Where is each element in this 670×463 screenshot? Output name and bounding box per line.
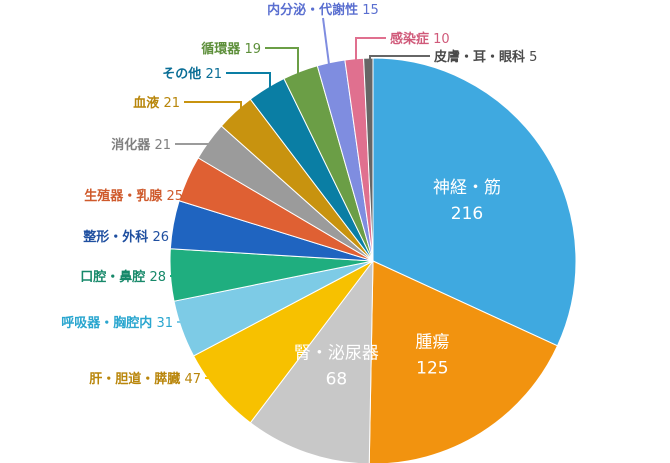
- slice-label: 呼吸器・胸腔内 31: [61, 315, 173, 331]
- slice-label: 皮膚・耳・眼科 5: [433, 49, 537, 65]
- pie-slices: [169, 57, 577, 463]
- slice-label: 血液 21: [133, 95, 180, 111]
- slice-label: その他 21: [162, 66, 222, 82]
- slice-labels: 神経・筋 216 腫瘍 125 腎・泌尿器 68 肝・胆道・膵臓 47 呼吸器・胸腔内 31 口…: [61, 2, 537, 390]
- pie-slice: [372, 57, 577, 347]
- leader-line: [322, 17, 331, 73]
- slice-label: 生殖器・乳腺 25: [84, 188, 183, 204]
- slice-label: 感染症 10: [390, 31, 450, 47]
- slice-label-name: 腫瘍: [415, 333, 449, 353]
- pie-slice: [363, 57, 374, 262]
- pie-slice: [368, 260, 559, 463]
- leader-line: [184, 101, 242, 122]
- slice-label: 循環器 19: [201, 41, 261, 57]
- slice-label-value: 68: [326, 370, 348, 390]
- slice-label-value: 216: [451, 204, 483, 224]
- leader-lines: [170, 17, 430, 379]
- slice-label: 整形・外科 26: [82, 229, 169, 245]
- leader-line: [265, 47, 299, 78]
- leader-line: [355, 37, 386, 67]
- slice-label-name: 神経・筋: [433, 178, 501, 198]
- slice-label: 肝・胆道・膵臓 47: [89, 371, 201, 387]
- pie-slice: [249, 259, 374, 463]
- leader-line: [369, 55, 430, 66]
- slice-label: 口腔・鼻腔 28: [80, 269, 166, 285]
- slice-label-name: 腎・泌尿器: [294, 344, 379, 364]
- slice-label: 消化器 21: [111, 137, 171, 153]
- slice-label-value: 125: [416, 359, 448, 379]
- leader-line: [226, 72, 271, 96]
- slice-label: 内分泌・代謝性 15: [267, 2, 379, 18]
